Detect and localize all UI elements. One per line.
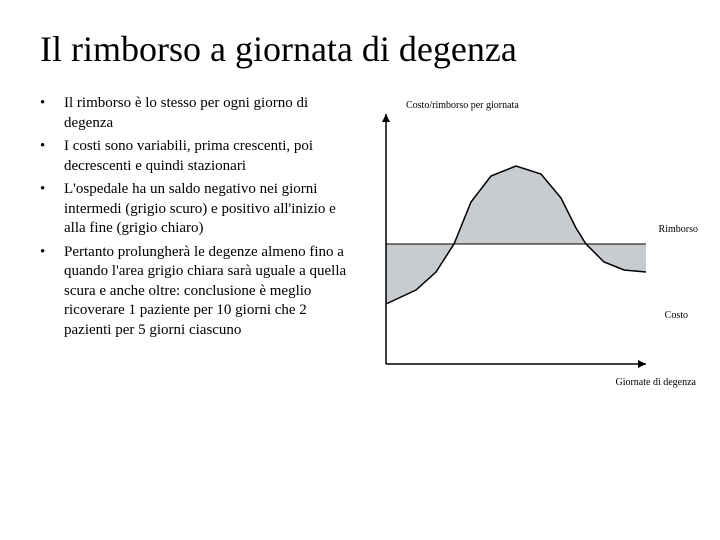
page-title: Il rimborso a giornata di degenza: [40, 28, 696, 70]
y-axis-label: Costo/rimborso per giornata: [406, 100, 519, 111]
bullet-text: I costi sono variabili, prima crescenti,…: [64, 137, 352, 176]
list-item: •Pertanto prolungherà le degenze almeno …: [40, 243, 352, 341]
list-item: •I costi sono variabili, prima crescenti…: [40, 137, 352, 176]
bullet-text: L'ospedale ha un saldo negativo nei gior…: [64, 180, 352, 239]
x-axis-label: Giornate di degenza: [615, 377, 696, 388]
costo-label: Costo: [665, 310, 688, 321]
list-item: •L'ospedale ha un saldo negativo nei gio…: [40, 180, 352, 239]
bullet-text: Pertanto prolungherà le degenze almeno f…: [64, 243, 352, 341]
content-row: •Il rimborso è lo stesso per ogni giorno…: [40, 94, 696, 394]
bullet-list: •Il rimborso è lo stesso per ogni giorno…: [40, 94, 352, 344]
bullet-dot: •: [40, 180, 64, 239]
slide: Il rimborso a giornata di degenza •Il ri…: [0, 0, 720, 540]
rimborso-label: Rimborso: [659, 224, 698, 235]
bullet-dot: •: [40, 243, 64, 341]
bullet-dot: •: [40, 137, 64, 176]
list-item: •Il rimborso è lo stesso per ogni giorno…: [40, 94, 352, 133]
chart: Costo/rimborso per giornata Rimborso Cos…: [376, 94, 696, 394]
chart-svg: [376, 94, 696, 394]
bullet-text: Il rimborso è lo stesso per ogni giorno …: [64, 94, 352, 133]
bullet-dot: •: [40, 94, 64, 133]
